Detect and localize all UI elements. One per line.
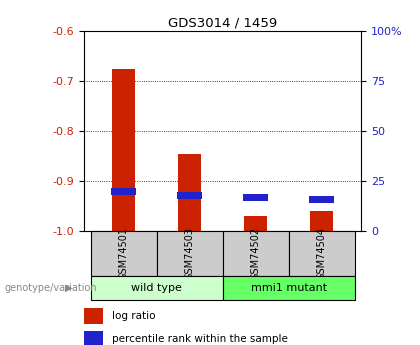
Title: GDS3014 / 1459: GDS3014 / 1459 [168, 17, 277, 30]
Text: mmi1 mutant: mmi1 mutant [251, 283, 327, 293]
Text: GSM74504: GSM74504 [317, 227, 327, 280]
Text: percentile rank within the sample: percentile rank within the sample [112, 334, 288, 344]
Bar [289, 231, 354, 276]
Bar [178, 191, 202, 199]
Bar [157, 231, 223, 276]
Bar [91, 231, 157, 276]
Text: log ratio: log ratio [112, 311, 155, 321]
Bar [244, 194, 268, 201]
Bar [111, 188, 136, 195]
Bar [84, 331, 103, 345]
Bar [91, 276, 223, 300]
Text: genotype/variation: genotype/variation [4, 283, 97, 293]
Text: GSM74502: GSM74502 [251, 227, 260, 280]
Bar [310, 211, 333, 231]
Bar [112, 69, 135, 231]
Text: ▶: ▶ [65, 283, 73, 293]
Bar [223, 276, 354, 300]
Text: GSM74501: GSM74501 [118, 227, 129, 280]
Text: wild type: wild type [131, 283, 182, 293]
Bar [244, 216, 267, 231]
Bar [223, 231, 289, 276]
Bar [84, 308, 103, 324]
Bar [178, 154, 201, 231]
Bar [310, 196, 334, 203]
Text: GSM74503: GSM74503 [185, 227, 194, 280]
